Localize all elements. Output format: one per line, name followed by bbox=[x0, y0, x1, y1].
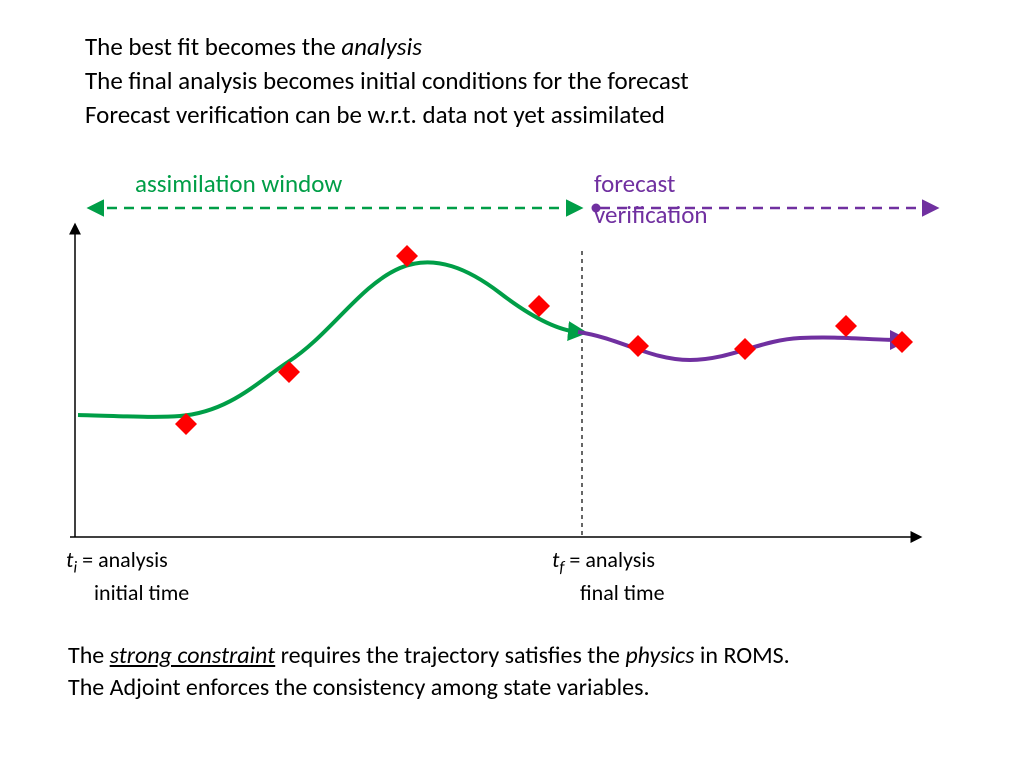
assimilation-trajectory bbox=[78, 262, 578, 417]
bottom-strong: strong constraint bbox=[110, 641, 276, 670]
tf-rest: = analysis bbox=[564, 546, 655, 573]
ti-line2: initial time bbox=[66, 579, 189, 608]
data-points bbox=[175, 245, 913, 435]
ti-line1: ti = analysis bbox=[66, 546, 189, 579]
tf-label: tf = analysis final time bbox=[552, 546, 665, 607]
bottom-mid1: requires the trajectory satisfies the bbox=[275, 641, 625, 670]
tf-line1: tf = analysis bbox=[552, 546, 665, 579]
forecast-start-dot bbox=[592, 204, 601, 213]
bottom-line-2: The Adjoint enforces the consistency amo… bbox=[68, 672, 790, 704]
bottom-pre1: The bbox=[68, 641, 110, 670]
ti-rest: = analysis bbox=[77, 546, 168, 573]
data-point bbox=[835, 315, 857, 337]
ti-label: ti = analysis initial time bbox=[66, 546, 189, 607]
data-point bbox=[734, 338, 756, 360]
tf-line2: final time bbox=[552, 579, 665, 608]
bottom-line-1: The strong constraint requires the traje… bbox=[68, 640, 790, 672]
bottom-physics: physics bbox=[625, 641, 694, 670]
data-point bbox=[891, 331, 913, 353]
bottom-text-block: The strong constraint requires the traje… bbox=[68, 640, 790, 705]
bottom-post1: in ROMS. bbox=[694, 641, 789, 670]
